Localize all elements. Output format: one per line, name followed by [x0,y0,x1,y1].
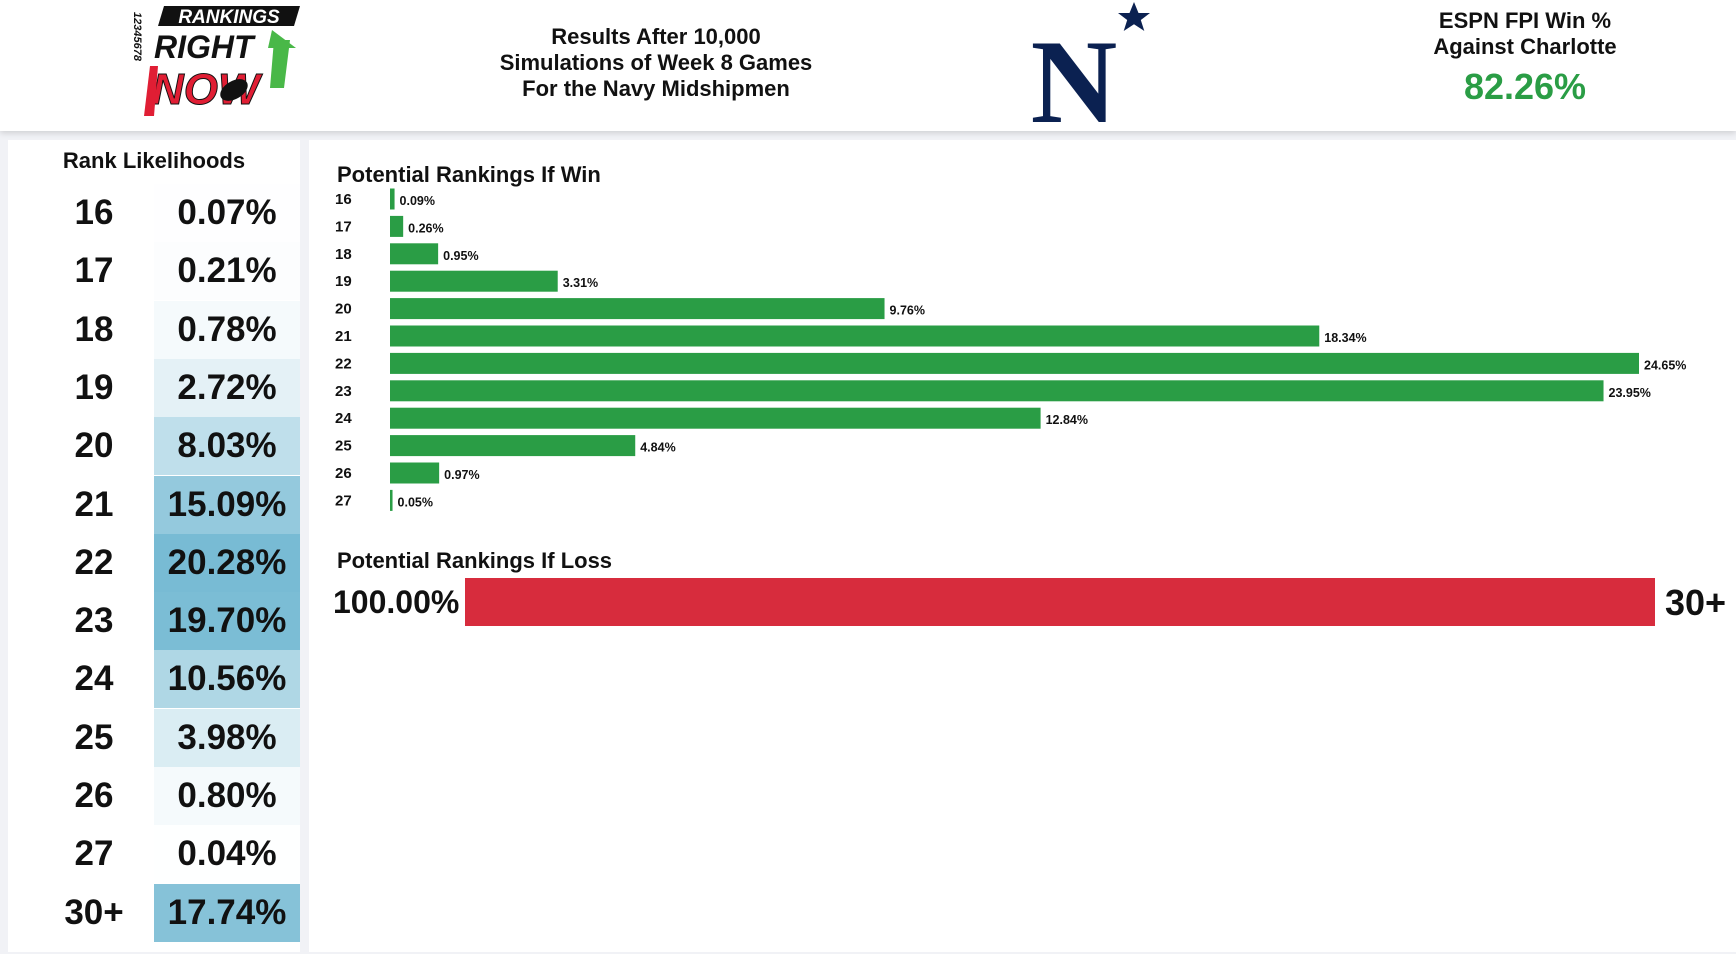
rank-pct-cell: 0.07% [154,184,300,242]
subtitle-line-2: Simulations of Week 8 Games [499,50,813,75]
data-label: 9.76% [890,304,925,318]
tick-label: 17 [335,218,352,235]
win-bar [390,188,395,210]
rank-label: 22 [74,542,114,582]
rank-label: 26 [74,776,114,815]
data-label: 0.05% [398,495,433,509]
rank-label: 25 [74,717,114,757]
rank-pct-cell: 20.28% [154,533,300,592]
navy-logo: N [1031,2,1150,130]
rank-row: 21 15.09% [8,475,300,534]
loss-bar [465,578,1655,626]
tick-label: 21 [335,328,352,345]
win-bar [390,407,1041,429]
rank-row: 18 0.78% [8,300,300,359]
rank-likelihoods-title: Rank Likelihoods [62,148,246,173]
svg-text:RANKINGS: RANKINGS [178,7,280,28]
tick-label: 19 [335,273,352,290]
svg-text:RIGHT: RIGHT [154,29,256,65]
rank-pct-cell: 2.72% [154,358,300,417]
tick-label: 24 [335,410,352,427]
win-bar [390,215,404,237]
fpi-value: 82.26% [1463,66,1587,107]
win-bar [390,435,636,457]
loss-data-label: 100.00% [333,584,460,620]
rank-label: 16 [74,193,114,232]
win-bar [390,352,1639,374]
rank-label: 27 [74,834,114,874]
fpi-label: ESPN FPI Win % Against Charlotte [1433,8,1617,59]
header-subtitle: Results After 10,000 Simulations of Week… [480,24,832,102]
win-chart-title: Potential Rankings If Win [337,162,601,187]
data-label: 0.26% [408,221,443,235]
rank-label: 24 [74,659,114,699]
rankings-chart-panel: 16 0.09% 17 0.26% 18 0.95% 19 3.31% 20 9.76% 21 18.… [309,140,1736,952]
data-label: 24.65% [1644,358,1686,372]
rank-label: 21 [74,484,114,524]
svg-text:N: N [1031,15,1118,130]
rank-label: 23 [74,601,114,641]
rank-pct-cell: 0.78% [154,300,300,359]
rank-row: 27 0.04% [8,825,300,884]
rank-row: 25 3.98% [8,708,300,767]
tick-label: 16 [335,191,352,208]
win-bar [390,462,440,484]
rank-row: 26 0.80% [8,767,300,825]
win-chart: 16 0.09% 17 0.26% 18 0.95% 19 3.31% 20 9.76% 21 18.… [335,188,1686,511]
rank-pct-cell: 19.70% [154,592,300,651]
rank-pct-cell: 15.09% [154,475,300,534]
svg-text:12345678: 12345678 [131,12,143,62]
rank-row: 17 0.21% [8,242,300,301]
win-bar [390,243,439,265]
tick-label: 23 [335,383,352,400]
rank-row: 23 19.70% [8,592,300,651]
data-label: 3.31% [563,276,598,290]
win-bar [390,489,393,511]
tick-label: 27 [335,492,352,509]
rank-label: 30+ [64,892,124,932]
star-icon [1118,2,1150,31]
rank-label: 20 [74,426,114,466]
tick-label: 18 [335,246,352,263]
data-label: 23.95% [1609,386,1651,400]
rankings-right-now-logo: 12345678 RANKINGS RIGHT NOW [131,6,300,116]
rank-pct-cell: 0.04% [154,825,300,884]
rank-likelihoods-panel: Rank Likelihoods 16 0.07% 17 0.21% 18 0.78% 19… [8,140,300,952]
win-bar [390,298,885,320]
rank-pct-cell: 10.56% [154,650,300,709]
data-label: 0.97% [444,468,479,482]
rank-row: 16 0.07% [8,184,300,242]
tick-label: 25 [335,438,352,455]
rank-pct-cell: 17.74% [154,883,300,942]
loss-category-label: 30+ [1665,582,1727,623]
data-label: 0.95% [443,249,478,263]
rank-pct-cell: 0.21% [154,242,300,301]
rank-pct-cell: 3.98% [154,708,300,767]
rank-row: 24 10.56% [8,650,300,709]
data-label: 4.84% [640,441,675,455]
data-label: 0.09% [400,194,435,208]
rank-row: 20 8.03% [8,417,300,476]
subtitle-line-1: Results After 10,000 [551,24,761,49]
subtitle-line-3: For the Navy Midshipmen [522,76,790,101]
win-bar [390,270,558,292]
rank-pct-cell: 8.03% [154,417,300,476]
rank-row: 19 2.72% [8,358,300,417]
rank-label: 19 [74,367,114,407]
loss-chart-title: Potential Rankings If Loss [337,548,613,573]
rank-row: 30+ 17.74% [8,883,300,942]
data-label: 12.84% [1046,413,1088,427]
rank-label: 18 [74,309,114,349]
rank-label: 17 [74,251,114,291]
win-bar [390,325,1320,347]
win-bar [390,380,1604,402]
fpi-block: ESPN FPI Win % Against Charlotte 82.26% [1400,8,1650,108]
data-label: 18.34% [1324,331,1366,345]
tick-label: 22 [335,355,352,372]
tick-label: 20 [335,301,352,318]
header-bar: 12345678 RANKINGS RIGHT NOW Results Afte… [0,0,1736,131]
tick-label: 26 [335,465,352,482]
rank-pct-cell: 0.80% [154,767,300,825]
rank-row: 22 20.28% [8,533,300,592]
